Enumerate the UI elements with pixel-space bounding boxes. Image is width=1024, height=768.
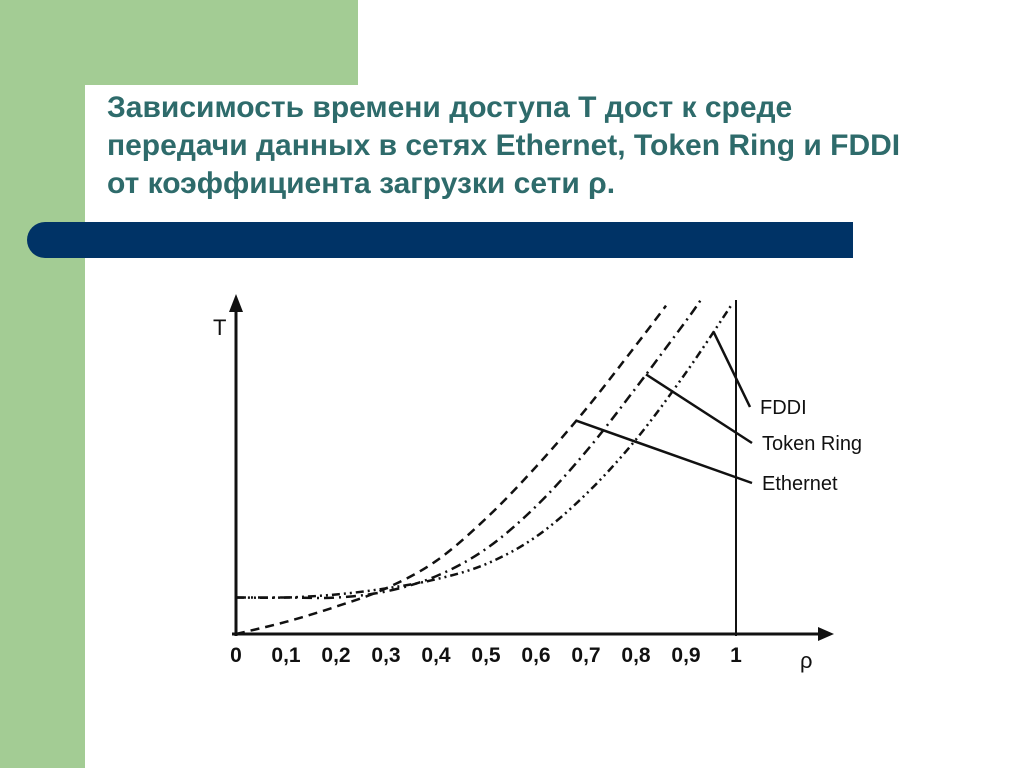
curve-fddi	[235, 304, 733, 599]
x-tick-label: 0,3	[371, 644, 400, 667]
curve-token-ring	[236, 298, 703, 600]
x-axis-arrow	[818, 627, 834, 641]
x-axis-label: ρ	[800, 648, 813, 673]
x-tick-label: 0,1	[271, 644, 301, 667]
leader-fddi	[712, 331, 752, 408]
curve-ethernet	[235, 304, 667, 636]
y-axis-label: T	[213, 315, 226, 340]
x-tick-label: 1	[730, 644, 742, 667]
slide-title: Зависимость времени доступа T дост к сре…	[107, 91, 901, 200]
series-label-fddi: FDDI	[760, 397, 807, 419]
curves	[235, 298, 733, 636]
axes	[229, 294, 834, 641]
x-tick-label: 0,6	[521, 644, 550, 667]
series-labels: Ethernet Token Ring FDDI	[760, 397, 862, 495]
x-tick-label: 0,7	[571, 644, 600, 667]
series-leader-lines	[575, 331, 753, 485]
x-tick-label: 0,2	[321, 644, 350, 667]
leader-token-ring	[645, 373, 753, 445]
title-underline-bar	[27, 222, 853, 258]
series-label-ethernet: Ethernet	[762, 473, 838, 495]
green-accent-corner	[85, 0, 358, 85]
x-tick-label: 0,9	[671, 644, 700, 667]
x-tick-labels: 0 0,1 0,2 0,3 0,4 0,5 0,6 0,7 0,8 0,9 1	[230, 644, 742, 667]
green-accent-strip	[0, 0, 85, 768]
x-tick-label: 0	[230, 644, 242, 667]
x-tick-label: 0,5	[471, 644, 501, 667]
x-tick-label: 0,4	[421, 644, 451, 667]
leader-ethernet	[575, 419, 753, 485]
x-tick-label: 0,8	[621, 644, 651, 667]
series-label-token-ring: Token Ring	[762, 433, 862, 455]
y-axis-arrow	[229, 294, 243, 312]
